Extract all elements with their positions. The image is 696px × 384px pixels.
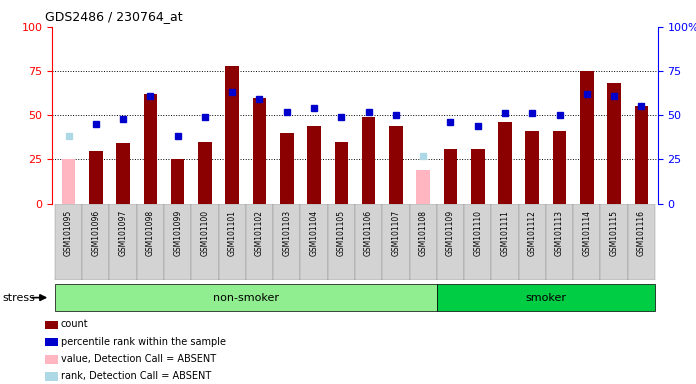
Bar	[498, 122, 512, 204]
Bar	[301, 204, 328, 280]
Text: count: count	[61, 319, 88, 329]
Text: GSM101107: GSM101107	[391, 210, 400, 256]
Bar	[62, 159, 75, 204]
Bar	[136, 204, 164, 280]
Bar	[443, 149, 457, 204]
Bar	[82, 204, 109, 280]
Bar	[382, 204, 409, 280]
Text: GSM101098: GSM101098	[146, 210, 155, 256]
Text: GSM101096: GSM101096	[91, 210, 100, 256]
Bar	[253, 98, 267, 204]
Bar	[409, 204, 437, 280]
Bar	[226, 66, 239, 204]
Bar	[362, 117, 375, 204]
Text: GSM101095: GSM101095	[64, 210, 73, 256]
Text: GSM101114: GSM101114	[583, 210, 592, 256]
Text: GSM101110: GSM101110	[473, 210, 482, 256]
Bar	[307, 126, 321, 204]
Bar	[246, 204, 273, 280]
Text: GSM101116: GSM101116	[637, 210, 646, 256]
FancyBboxPatch shape	[437, 284, 655, 311]
Bar	[198, 142, 212, 204]
Bar	[55, 204, 82, 280]
Bar	[601, 204, 628, 280]
Bar	[109, 204, 136, 280]
Text: GSM101102: GSM101102	[255, 210, 264, 256]
Bar	[280, 133, 294, 204]
Text: value, Detection Call = ABSENT: value, Detection Call = ABSENT	[61, 354, 216, 364]
Bar	[574, 204, 601, 280]
Bar	[116, 144, 130, 204]
Text: GSM101099: GSM101099	[173, 210, 182, 256]
Bar	[89, 151, 102, 204]
Bar	[580, 71, 594, 204]
Text: GSM101112: GSM101112	[528, 210, 537, 255]
Bar	[607, 83, 621, 204]
Bar	[219, 204, 246, 280]
Text: GSM101100: GSM101100	[200, 210, 209, 256]
FancyBboxPatch shape	[55, 284, 437, 311]
Bar	[143, 94, 157, 204]
Text: GDS2486 / 230764_at: GDS2486 / 230764_at	[45, 10, 183, 23]
Bar	[273, 204, 301, 280]
Text: GSM101105: GSM101105	[337, 210, 346, 256]
Text: GSM101111: GSM101111	[500, 210, 509, 255]
Bar	[553, 131, 567, 204]
Bar	[635, 106, 648, 204]
Bar	[355, 204, 382, 280]
Bar	[471, 149, 484, 204]
Text: GSM101113: GSM101113	[555, 210, 564, 256]
Text: percentile rank within the sample: percentile rank within the sample	[61, 337, 226, 347]
Bar	[389, 126, 403, 204]
Bar	[464, 204, 491, 280]
Text: GSM101109: GSM101109	[446, 210, 455, 256]
Bar	[519, 204, 546, 280]
Text: GSM101097: GSM101097	[118, 210, 127, 256]
Bar	[437, 204, 464, 280]
Text: GSM101115: GSM101115	[610, 210, 619, 256]
Bar	[416, 170, 430, 204]
Text: non-smoker: non-smoker	[213, 293, 279, 303]
Text: rank, Detection Call = ABSENT: rank, Detection Call = ABSENT	[61, 371, 211, 381]
Text: smoker: smoker	[525, 293, 567, 303]
Bar	[628, 204, 655, 280]
Bar	[191, 204, 219, 280]
Bar	[546, 204, 574, 280]
Text: GSM101101: GSM101101	[228, 210, 237, 256]
Text: GSM101103: GSM101103	[283, 210, 291, 256]
Bar	[171, 159, 184, 204]
Bar	[335, 142, 348, 204]
Bar	[491, 204, 519, 280]
Text: GSM101104: GSM101104	[310, 210, 319, 256]
Bar	[525, 131, 539, 204]
Text: GSM101106: GSM101106	[364, 210, 373, 256]
Bar	[328, 204, 355, 280]
Text: GSM101108: GSM101108	[419, 210, 427, 256]
Bar	[164, 204, 191, 280]
Text: stress: stress	[2, 293, 35, 303]
